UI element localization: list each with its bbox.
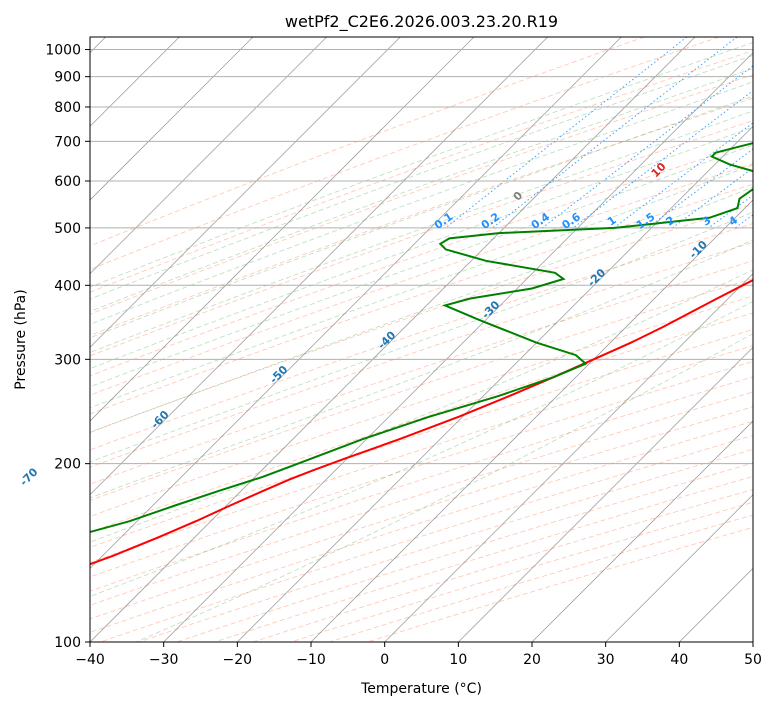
x-tick-label: 20 <box>523 652 541 668</box>
isotherm-line <box>752 641 753 642</box>
isotherm-line <box>90 37 622 569</box>
moist-adiabat <box>90 301 753 597</box>
temperature-profile-line <box>90 278 753 566</box>
mixing-ratio-label: 0.4 <box>529 210 553 232</box>
y-tick-label: 700 <box>54 134 81 150</box>
mixing-ratio-label: 0.1 <box>432 210 455 232</box>
dry-adiabat <box>90 183 753 415</box>
reference-line-labels: -100-90-80-70-60-50-40-30-20-100.10.20.4… <box>17 160 740 489</box>
y-tick-label: 800 <box>54 100 81 116</box>
x-axis-label: Temperature (°C) <box>360 681 482 697</box>
mixing-ratio-label: 0.2 <box>479 210 502 232</box>
dry-adiabat <box>90 420 753 633</box>
isotherm-line <box>90 37 548 496</box>
y-tick-label: 100 <box>54 635 81 651</box>
x-tick-label: −10 <box>296 652 326 668</box>
dry-adiabat <box>90 37 720 270</box>
mixing-ratio-line <box>542 65 753 229</box>
isotherm-line <box>163 52 753 642</box>
moist-adiabat <box>90 41 753 288</box>
moist-adiabat <box>90 239 753 499</box>
dry-adiabat <box>90 391 753 606</box>
dry-adiabat <box>90 360 753 578</box>
isotherm-line <box>605 494 753 642</box>
isotherm-line <box>90 37 696 642</box>
isotherm-line <box>310 199 753 642</box>
dry-adiabat <box>90 406 753 620</box>
isotherm-line <box>237 125 753 642</box>
isotherm-line <box>90 37 327 275</box>
dry-adiabat <box>90 120 753 357</box>
dry-adiabat <box>90 328 753 548</box>
x-tick-label: 30 <box>597 652 615 668</box>
dry-adiabat <box>90 163 753 396</box>
series-layer <box>90 142 753 566</box>
mixing-ratio-label: 4 <box>726 213 740 228</box>
x-tick-label: 10 <box>449 652 467 668</box>
x-tick-label: 40 <box>670 652 688 668</box>
dry-adiabat <box>176 462 753 642</box>
dry-adiabat <box>90 142 753 377</box>
isotherm-line <box>90 37 254 201</box>
moist-adiabat <box>90 186 753 433</box>
dry-adiabat <box>290 501 753 642</box>
dry-adiabat <box>90 312 753 533</box>
dewpoint-profile-line <box>90 142 753 534</box>
y-axis-label: Pressure (hPa) <box>13 289 29 389</box>
y-tick-label: 500 <box>54 221 81 237</box>
isotherm-line <box>458 346 753 642</box>
mixing-ratio-line <box>734 214 753 229</box>
dry-adiabat <box>90 241 753 468</box>
dry-adiabat <box>367 526 753 642</box>
dry-adiabat <box>90 376 753 592</box>
mixing-ratio-line <box>708 194 753 229</box>
moist-adiabat <box>90 164 753 409</box>
isotherm-line <box>679 567 753 642</box>
y-tick-label: 600 <box>54 174 81 190</box>
isotherm-line <box>384 273 753 642</box>
background-lines <box>90 37 753 642</box>
isotherm-line <box>90 37 401 348</box>
isotherm-label: -40 <box>375 328 398 351</box>
x-tick-label: 0 <box>380 652 389 668</box>
y-tick-label: 900 <box>54 70 81 86</box>
x-axis: −40 −30 −20 −10 0 10 20 30 40 50 <box>75 642 762 668</box>
dry-adiabat <box>214 475 753 642</box>
mixing-ratio-label: 1.5 <box>634 210 657 232</box>
isotherm-label: -70 <box>17 465 40 488</box>
moist-adiabat <box>90 211 753 463</box>
y-tick-label: 200 <box>54 457 81 473</box>
isotherm-line <box>531 420 753 642</box>
x-tick-label: −30 <box>149 652 179 668</box>
mixing-ratio-line <box>613 122 753 229</box>
y-tick-label: 1000 <box>45 43 81 59</box>
x-tick-label: −40 <box>75 652 105 668</box>
dry-adiabat <box>252 489 753 642</box>
isotherm-line <box>90 37 475 422</box>
y-tick-label: 300 <box>54 352 81 368</box>
isotherm-label: -20 <box>585 266 608 289</box>
dry-adiabat <box>138 448 753 642</box>
isotherm-label: -10 <box>687 238 710 261</box>
dry-adiabat <box>328 514 753 642</box>
mixing-ratio-line <box>492 37 738 229</box>
mixing-ratio-line <box>572 90 753 229</box>
y-tick-label: 400 <box>54 278 81 294</box>
dry-adiabat <box>90 203 753 433</box>
dry-adiabat <box>100 434 753 642</box>
x-tick-label: −20 <box>223 652 253 668</box>
moist-adiabat <box>135 333 753 642</box>
moist-adiabat <box>90 269 753 543</box>
grid <box>90 49 753 643</box>
isotherm-label: -60 <box>148 408 171 431</box>
x-tick-label: 50 <box>744 652 762 668</box>
plot-frame <box>89 36 754 643</box>
mixing-ratio-line <box>672 167 753 229</box>
chart-title: wetPf2_C2E6.2026.003.23.20.R19 <box>285 12 558 32</box>
y-axis: 100 200 300 400 500 600 700 800 900 1000 <box>45 43 90 651</box>
dry-adiabat <box>90 278 753 501</box>
